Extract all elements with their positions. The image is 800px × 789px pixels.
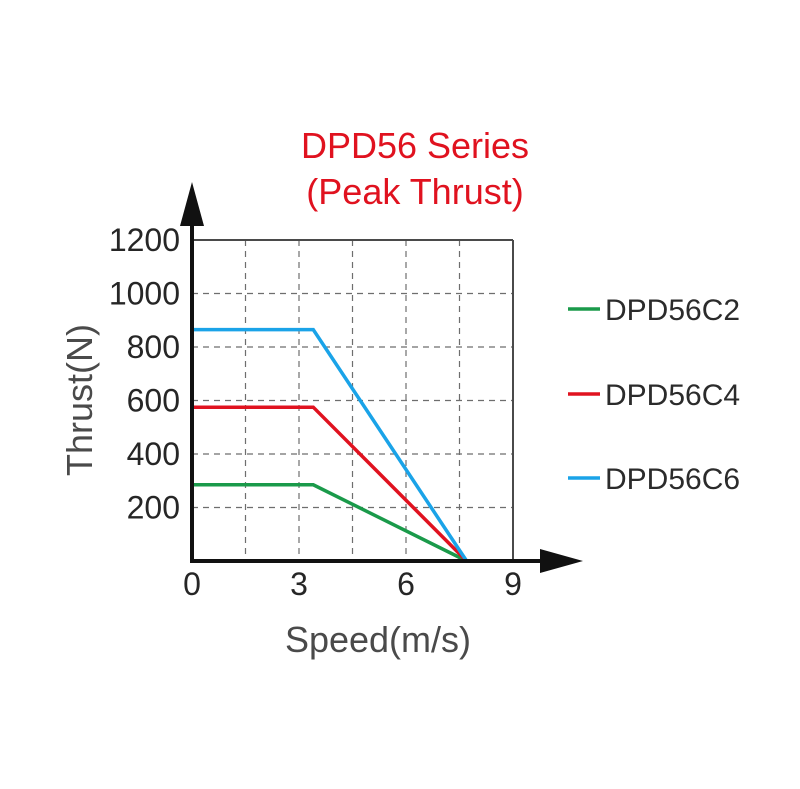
y-tick-label: 200 [127,490,180,526]
y-tick-label: 1200 [109,222,180,258]
y-axis-label: Thrust(N) [59,324,100,476]
legend-label-dpd56c4: DPD56C4 [605,379,740,412]
chart-title-line-2: (Peak Thrust) [306,171,523,212]
y-tick-label: 400 [127,436,180,472]
y-tick-label: 600 [127,383,180,419]
tick-labels: 0 3 6 9 200 400 600 800 1000 1200 [109,222,522,602]
x-tick-label: 3 [290,566,308,602]
legend: DPD56C2 DPD56C4 DPD56C6 [568,294,740,496]
axes [180,182,583,573]
series-line-dpd56c2 [192,483,468,563]
legend-label-dpd56c2: DPD56C2 [605,294,740,327]
series-line-dpd56c6 [192,327,469,562]
chart-title: DPD56 Series (Peak Thrust) [301,125,529,212]
chart-title-line-1: DPD56 Series [301,125,529,166]
grid [192,240,513,561]
plot-frame [192,239,514,561]
x-tick-label: 6 [397,566,415,602]
y-tick-label: 800 [127,329,180,365]
x-axis-arrow [540,549,583,573]
x-axis-label: Speed(m/s) [285,619,471,660]
legend-label-dpd56c6: DPD56C6 [605,463,740,496]
y-tick-label: 1000 [109,276,180,312]
y-axis-arrow [180,182,204,226]
series-lines [192,327,469,563]
x-tick-label: 0 [183,566,201,602]
series-line-dpd56c4 [192,405,468,563]
x-tick-label: 9 [504,566,522,602]
